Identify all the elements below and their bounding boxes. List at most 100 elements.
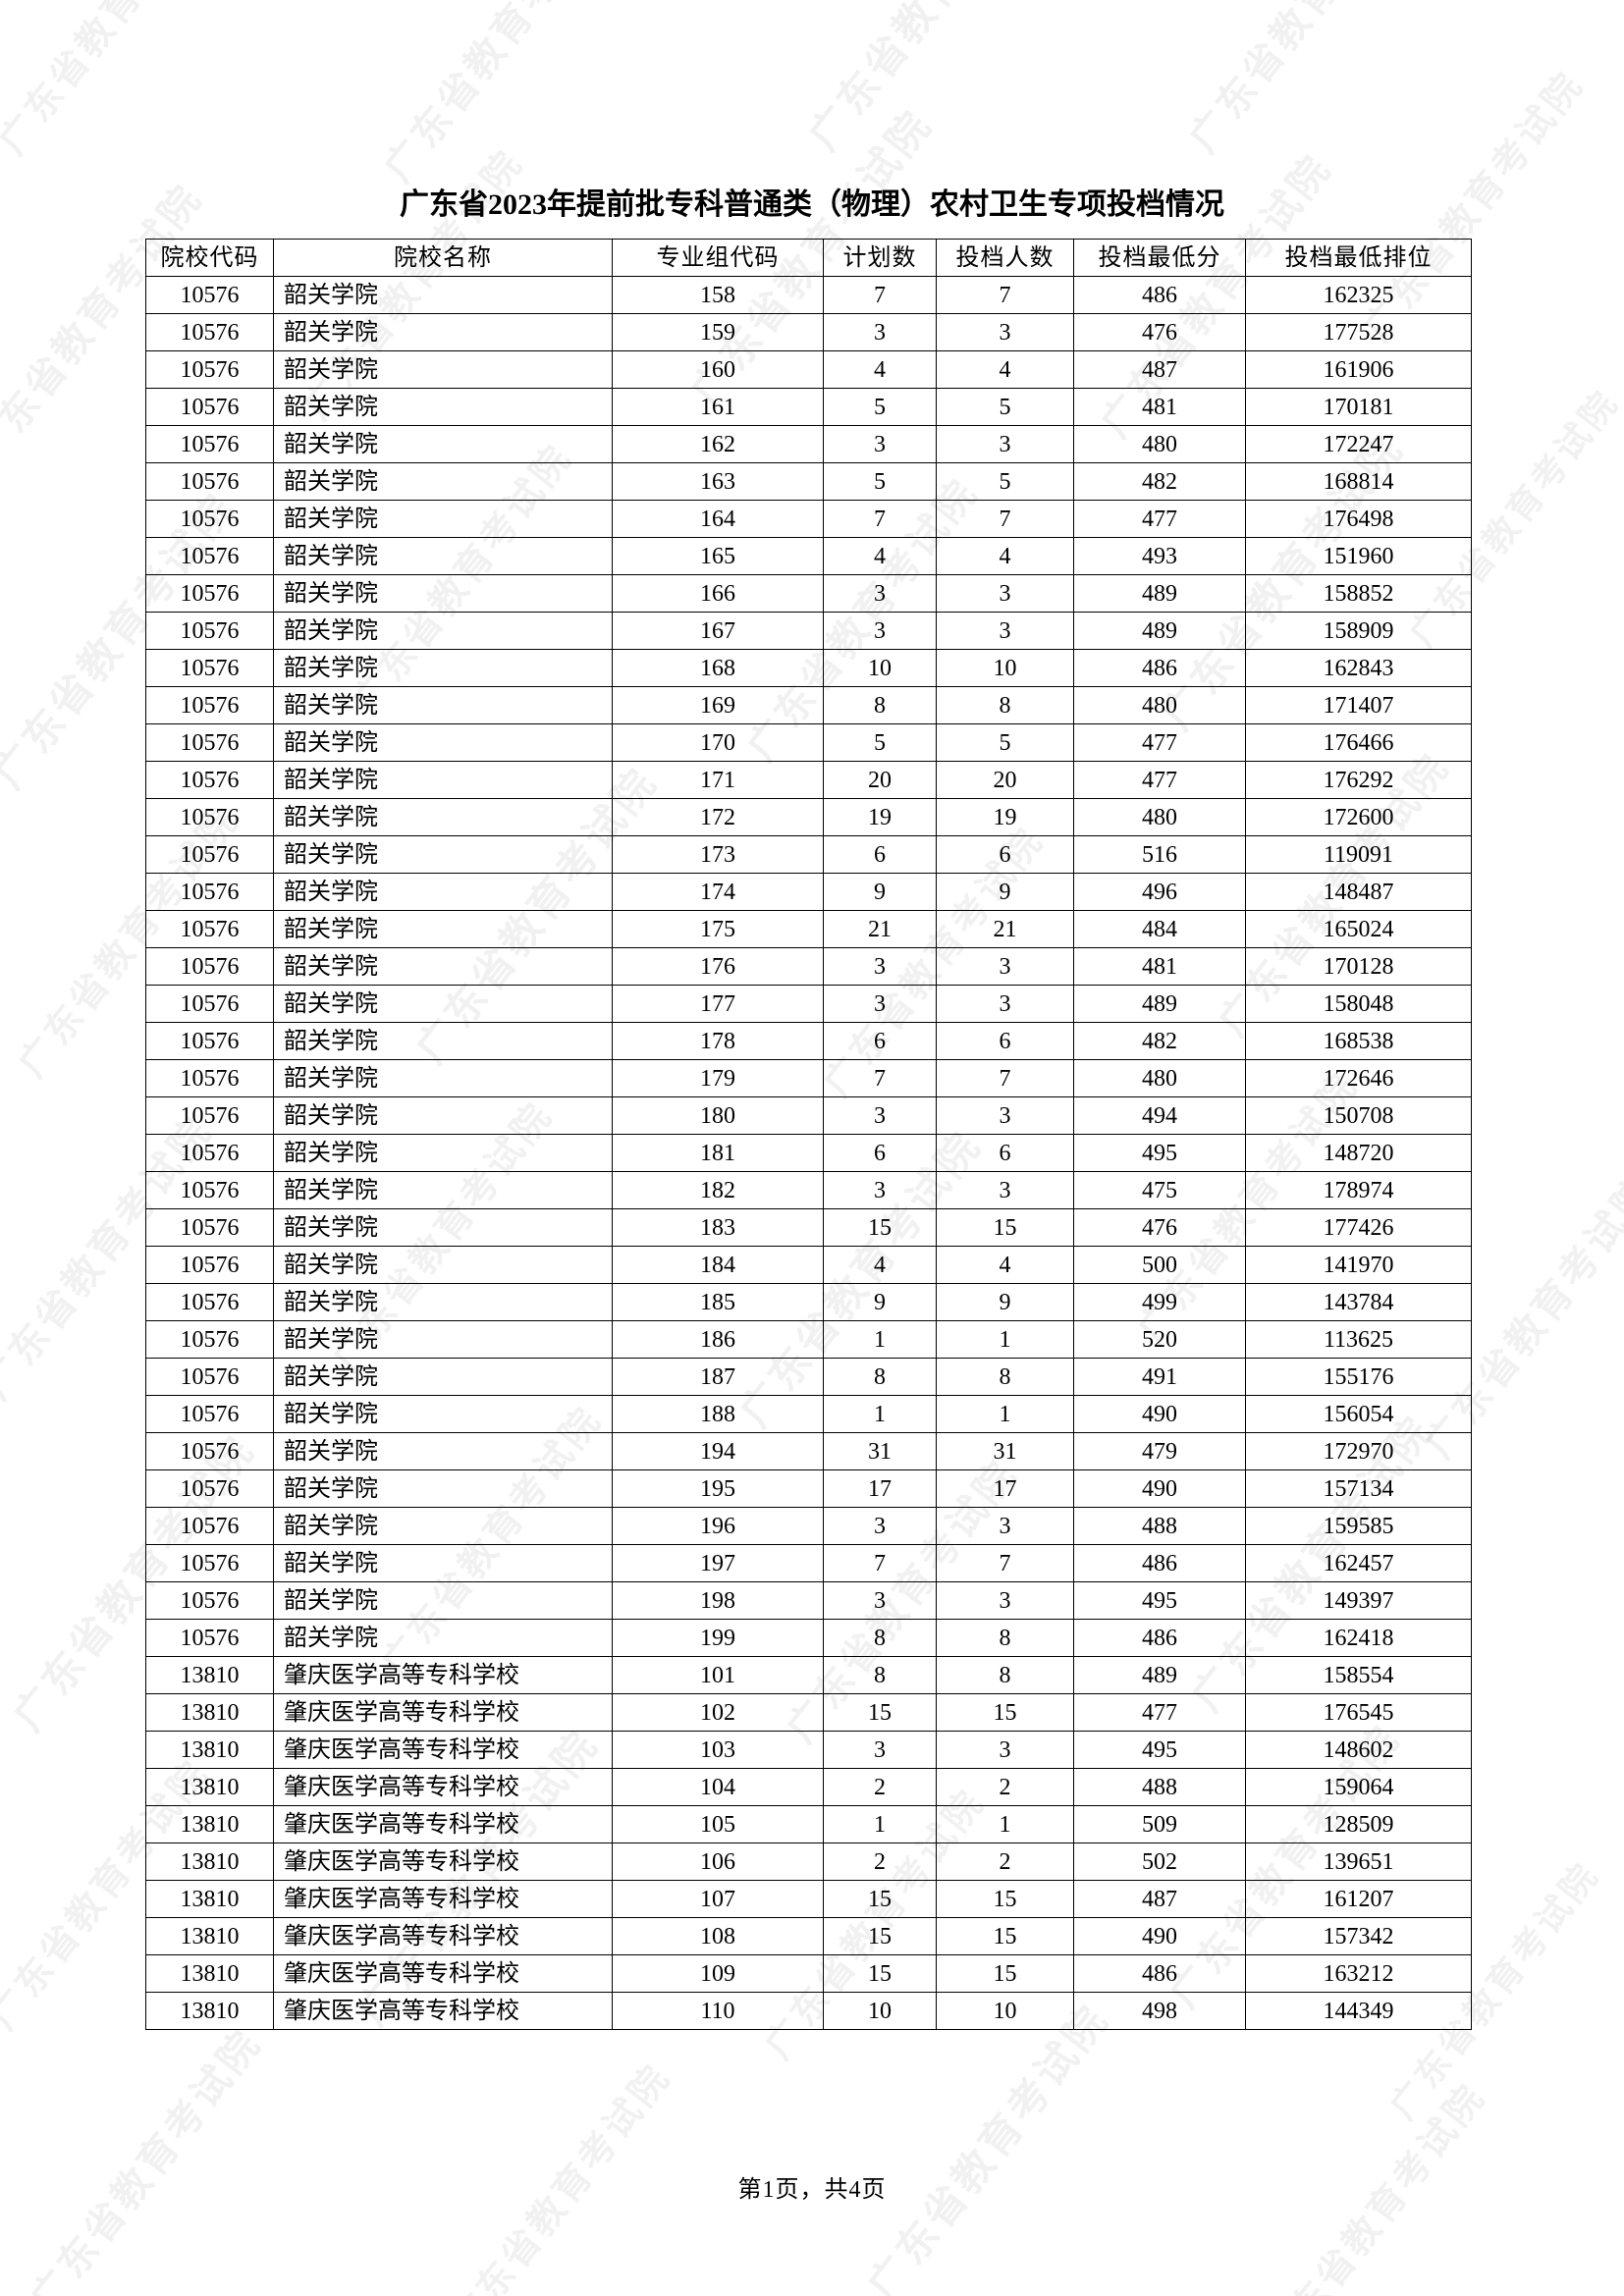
cell-min-score: 480: [1073, 798, 1246, 836]
cell-min-score: 479: [1073, 1432, 1246, 1470]
cell-school-code: 10576: [145, 1022, 274, 1060]
cell-min-rank: 159064: [1245, 1768, 1472, 1806]
cell-min-score: 494: [1073, 1096, 1246, 1135]
cell-admitted-count: 15: [936, 1880, 1074, 1918]
cell-admitted-count: 3: [936, 1731, 1074, 1769]
cell-plan-count: 15: [823, 1917, 937, 1955]
table-row: 10576 韶关学院 172 19 19 480 172600: [145, 798, 1472, 836]
admission-score-table: 院校代码 院校名称 专业组代码 计划数 投档人数 投档最低分 投档最低排位 10…: [145, 239, 1472, 2030]
cell-plan-count: 3: [823, 1731, 937, 1769]
cell-min-rank: 168814: [1245, 462, 1472, 501]
column-header-school-code: 院校代码: [145, 239, 274, 277]
table-row: 13810 肇庆医学高等专科学校 107 15 15 487 161207: [145, 1880, 1472, 1918]
cell-min-score: 477: [1073, 761, 1246, 799]
table-row: 10576 韶关学院 177 3 3 489 158048: [145, 985, 1472, 1023]
cell-school-code: 10576: [145, 723, 274, 762]
cell-min-rank: 158048: [1245, 985, 1472, 1023]
table-row: 10576 韶关学院 159 3 3 476 177528: [145, 313, 1472, 351]
table-row: 10576 韶关学院 186 1 1 520 113625: [145, 1320, 1472, 1359]
cell-school-name: 韶关学院: [273, 686, 613, 724]
cell-min-score: 482: [1073, 1022, 1246, 1060]
cell-min-score: 476: [1073, 1208, 1246, 1247]
cell-group-code: 104: [612, 1768, 824, 1806]
cell-school-code: 10576: [145, 1283, 274, 1321]
cell-min-rank: 158852: [1245, 574, 1472, 613]
cell-school-code: 13810: [145, 1992, 274, 2030]
cell-group-code: 196: [612, 1507, 824, 1545]
cell-plan-count: 1: [823, 1320, 937, 1359]
cell-school-name: 肇庆医学高等专科学校: [273, 1842, 613, 1881]
cell-min-rank: 170181: [1245, 388, 1472, 426]
cell-school-code: 13810: [145, 1880, 274, 1918]
table-row: 10576 韶关学院 182 3 3 475 178974: [145, 1171, 1472, 1209]
cell-min-rank: 162457: [1245, 1544, 1472, 1582]
cell-school-code: 10576: [145, 649, 274, 687]
cell-min-score: 484: [1073, 910, 1246, 948]
cell-min-score: 486: [1073, 1619, 1246, 1657]
cell-school-code: 10576: [145, 537, 274, 575]
cell-group-code: 183: [612, 1208, 824, 1247]
cell-group-code: 162: [612, 425, 824, 463]
cell-plan-count: 6: [823, 1134, 937, 1172]
cell-admitted-count: 4: [936, 1246, 1074, 1284]
table-row: 13810 肇庆医学高等专科学校 104 2 2 488 159064: [145, 1768, 1472, 1806]
cell-min-rank: 171407: [1245, 686, 1472, 724]
cell-plan-count: 3: [823, 313, 937, 351]
cell-school-code: 10576: [145, 1507, 274, 1545]
table-row: 10576 韶关学院 195 17 17 490 157134: [145, 1469, 1472, 1508]
cell-school-name: 韶关学院: [273, 649, 613, 687]
cell-school-code: 10576: [145, 1544, 274, 1582]
cell-plan-count: 31: [823, 1432, 937, 1470]
column-header-min-score: 投档最低分: [1073, 239, 1246, 277]
cell-school-name: 韶关学院: [273, 1096, 613, 1135]
table-body: 10576 韶关学院 158 7 7 486 162325 10576 韶关学院 159 3 3 476…: [145, 276, 1472, 2030]
cell-min-rank: 159585: [1245, 1507, 1472, 1545]
cell-plan-count: 2: [823, 1768, 937, 1806]
cell-group-code: 164: [612, 500, 824, 538]
cell-plan-count: 7: [823, 276, 937, 314]
cell-admitted-count: 3: [936, 612, 1074, 650]
table-row: 13810 肇庆医学高等专科学校 108 15 15 490 157342: [145, 1917, 1472, 1955]
cell-school-code: 10576: [145, 1432, 274, 1470]
cell-min-rank: 148720: [1245, 1134, 1472, 1172]
cell-admitted-count: 6: [936, 1022, 1074, 1060]
cell-group-code: 158: [612, 276, 824, 314]
cell-group-code: 171: [612, 761, 824, 799]
table-row: 10576 韶关学院 181 6 6 495 148720: [145, 1134, 1472, 1172]
table-row: 10576 韶关学院 163 5 5 482 168814: [145, 462, 1472, 501]
cell-group-code: 102: [612, 1693, 824, 1732]
cell-admitted-count: 9: [936, 1283, 1074, 1321]
cell-school-name: 韶关学院: [273, 761, 613, 799]
cell-admitted-count: 3: [936, 574, 1074, 613]
cell-plan-count: 3: [823, 1096, 937, 1135]
cell-min-score: 493: [1073, 537, 1246, 575]
table-row: 13810 肇庆医学高等专科学校 105 1 1 509 128509: [145, 1805, 1472, 1843]
table-row: 13810 肇庆医学高等专科学校 110 10 10 498 144349: [145, 1992, 1472, 2030]
table-row: 10576 韶关学院 173 6 6 516 119091: [145, 835, 1472, 874]
column-header-group-code: 专业组代码: [612, 239, 824, 277]
cell-admitted-count: 31: [936, 1432, 1074, 1470]
cell-school-code: 13810: [145, 1842, 274, 1881]
cell-school-code: 10576: [145, 1469, 274, 1508]
cell-admitted-count: 15: [936, 1917, 1074, 1955]
cell-min-score: 487: [1073, 1880, 1246, 1918]
cell-min-score: 486: [1073, 276, 1246, 314]
cell-group-code: 194: [612, 1432, 824, 1470]
cell-min-score: 486: [1073, 1544, 1246, 1582]
table-row: 10576 韶关学院 176 3 3 481 170128: [145, 947, 1472, 986]
cell-min-score: 509: [1073, 1805, 1246, 1843]
cell-plan-count: 9: [823, 873, 937, 911]
cell-min-score: 496: [1073, 873, 1246, 911]
cell-min-rank: 162843: [1245, 649, 1472, 687]
cell-min-rank: 119091: [1245, 835, 1472, 874]
cell-admitted-count: 6: [936, 1134, 1074, 1172]
cell-school-name: 韶关学院: [273, 1507, 613, 1545]
cell-min-rank: 161207: [1245, 1880, 1472, 1918]
cell-min-score: 516: [1073, 835, 1246, 874]
cell-school-name: 韶关学院: [273, 425, 613, 463]
cell-school-code: 10576: [145, 276, 274, 314]
cell-school-name: 韶关学院: [273, 1022, 613, 1060]
cell-plan-count: 9: [823, 1283, 937, 1321]
cell-school-name: 韶关学院: [273, 1171, 613, 1209]
cell-plan-count: 8: [823, 1619, 937, 1657]
